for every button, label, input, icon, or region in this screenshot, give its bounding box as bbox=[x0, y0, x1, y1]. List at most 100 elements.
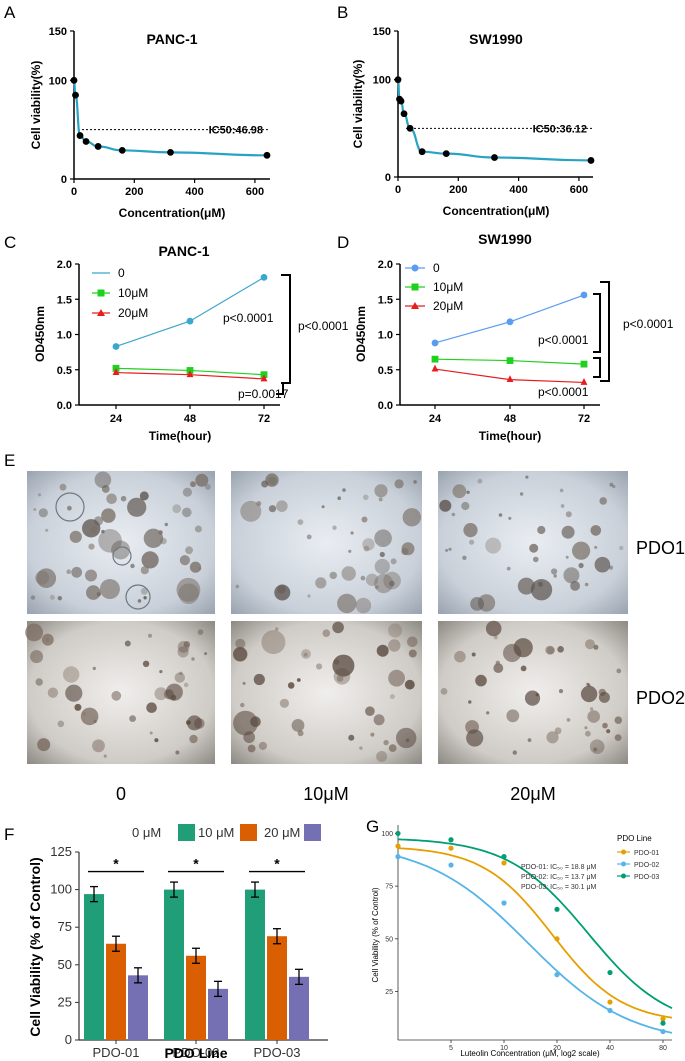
y-tick-label: 25 bbox=[58, 994, 72, 1009]
organoid bbox=[195, 473, 209, 487]
panel-label-f: F bbox=[4, 825, 14, 844]
x-tick-label: 72 bbox=[578, 413, 590, 425]
organoid bbox=[463, 523, 478, 538]
organoid bbox=[47, 687, 59, 698]
ic50-annotation-01: PDO-01: IC₅₀ = 18.8 μM bbox=[521, 864, 596, 871]
panel-label-e: E bbox=[4, 451, 15, 470]
y-axis-label: OD450nm bbox=[33, 306, 47, 362]
organoid bbox=[390, 558, 397, 565]
data-point bbox=[118, 146, 126, 154]
organoid bbox=[363, 494, 369, 501]
legend-label-0: 0 μM bbox=[132, 825, 161, 840]
data-point bbox=[506, 357, 514, 364]
organoid bbox=[370, 732, 375, 737]
data-point bbox=[186, 317, 194, 325]
organoid bbox=[360, 575, 366, 581]
plot-area: IC50:46.98 bbox=[70, 76, 271, 159]
organoid bbox=[86, 585, 101, 600]
organoid bbox=[185, 546, 194, 555]
organoid bbox=[594, 556, 611, 573]
organoid bbox=[563, 567, 580, 584]
organoid bbox=[332, 525, 337, 530]
organoid bbox=[291, 719, 305, 732]
organoid bbox=[388, 639, 401, 652]
legend-label-10: 10μM bbox=[118, 286, 148, 300]
p-value-outer: p<0.0001 bbox=[623, 317, 674, 331]
y-tick-label: 75 bbox=[58, 919, 72, 934]
x-tick-label: PDO-01 bbox=[93, 1045, 140, 1060]
y-tick-label: 0.0 bbox=[57, 400, 72, 412]
organoid bbox=[570, 581, 580, 591]
organoid bbox=[525, 475, 529, 479]
organoid bbox=[140, 587, 148, 595]
y-tick-label: 0 bbox=[61, 174, 67, 186]
organoid bbox=[471, 652, 476, 657]
organoid bbox=[94, 471, 112, 489]
y-tick-label: 150 bbox=[49, 26, 67, 38]
bar bbox=[164, 889, 184, 1040]
data-point bbox=[112, 343, 120, 350]
organoid bbox=[172, 504, 182, 514]
organoid bbox=[141, 551, 159, 569]
cyst-organoid bbox=[55, 492, 85, 522]
organoid bbox=[342, 488, 346, 492]
legend-label-02: PDO-02 bbox=[634, 862, 659, 869]
organoid bbox=[408, 649, 417, 658]
organoid bbox=[376, 751, 388, 762]
bar bbox=[267, 936, 287, 1040]
panel-d: D SW1990 24 48 72 0.0 0.5 1.0 1.5 2.0 OD450nm T… bbox=[337, 231, 674, 443]
fit-curve bbox=[72, 79, 267, 157]
chart-title: SW1990 bbox=[469, 31, 523, 47]
organoid bbox=[336, 675, 344, 682]
p-value-low: p<0.0001 bbox=[538, 385, 589, 399]
organoid bbox=[80, 707, 99, 726]
organoid bbox=[553, 574, 557, 578]
organoid bbox=[160, 537, 167, 545]
plot-area: IC50:36.12 bbox=[394, 76, 595, 164]
organoid bbox=[348, 734, 355, 741]
legend-swatch-10 bbox=[240, 824, 257, 841]
organoid bbox=[439, 499, 452, 512]
x-tick-label: 48 bbox=[504, 413, 516, 425]
organoid bbox=[559, 488, 564, 493]
legend: 0 10μM 20μM bbox=[405, 261, 463, 313]
y-tick-label: 0.5 bbox=[378, 365, 393, 377]
organoid bbox=[74, 703, 82, 711]
organoid bbox=[565, 511, 572, 518]
organoid bbox=[619, 545, 624, 551]
organoid bbox=[363, 545, 370, 552]
organoid bbox=[240, 500, 262, 522]
organoid bbox=[71, 566, 83, 578]
organoid bbox=[462, 555, 467, 560]
organoid bbox=[608, 565, 614, 570]
organoid bbox=[388, 744, 397, 752]
y-tick-label: 100 bbox=[50, 882, 72, 897]
organoid bbox=[164, 522, 168, 527]
row-label-pdo2: PDO2 bbox=[636, 688, 685, 708]
organoid bbox=[240, 702, 245, 708]
organoid bbox=[103, 754, 107, 758]
organoid bbox=[307, 594, 311, 598]
p-value-inner: p<0.0001 bbox=[538, 333, 589, 347]
organoid bbox=[475, 674, 487, 687]
data-point bbox=[418, 148, 426, 156]
organoid bbox=[33, 508, 37, 511]
organoid bbox=[106, 493, 117, 505]
organoid bbox=[276, 500, 288, 512]
organoid bbox=[560, 504, 565, 508]
organoid bbox=[139, 491, 149, 501]
organoid bbox=[45, 528, 49, 532]
bar bbox=[84, 894, 104, 1040]
bracket-inner bbox=[593, 293, 601, 353]
organoid bbox=[362, 538, 375, 551]
organoid bbox=[233, 710, 258, 736]
legend-label-20: 20 μM bbox=[264, 825, 300, 840]
y-tick-label: 25 bbox=[385, 989, 393, 996]
legend-label-03: PDO-03 bbox=[634, 874, 659, 881]
p-value-low: p=0.0017 bbox=[238, 387, 289, 401]
organoid bbox=[394, 479, 404, 489]
organoid bbox=[606, 729, 611, 734]
x-tick-label: 600 bbox=[246, 186, 264, 198]
organoid bbox=[594, 545, 598, 549]
